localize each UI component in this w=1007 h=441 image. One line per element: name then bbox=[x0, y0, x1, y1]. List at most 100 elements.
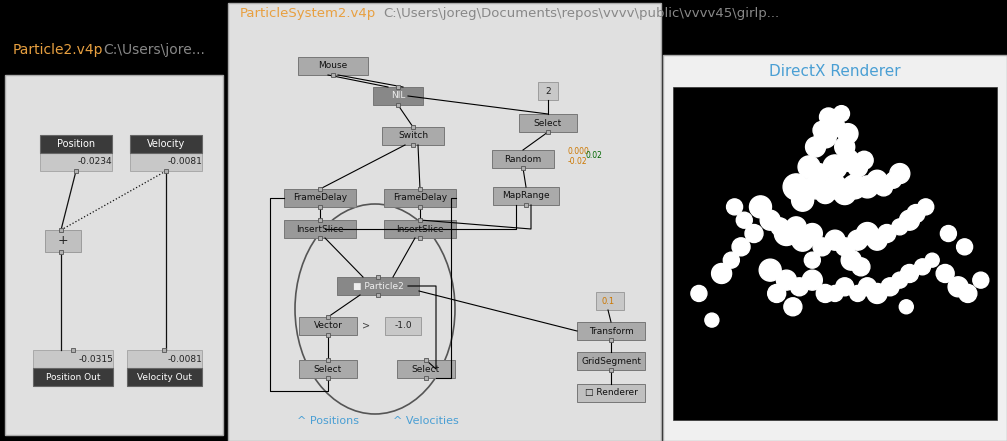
Circle shape bbox=[843, 175, 866, 199]
Circle shape bbox=[745, 224, 763, 243]
Circle shape bbox=[712, 263, 732, 284]
Text: NIL: NIL bbox=[391, 91, 405, 101]
Bar bbox=[40, 153, 112, 171]
Circle shape bbox=[767, 284, 785, 303]
Text: Position Out: Position Out bbox=[45, 373, 101, 381]
Circle shape bbox=[792, 189, 814, 211]
Bar bbox=[396, 85, 400, 89]
Text: Mouse: Mouse bbox=[318, 61, 347, 71]
Text: 0.000: 0.000 bbox=[568, 146, 590, 156]
Text: ^ Positions: ^ Positions bbox=[297, 416, 359, 426]
Circle shape bbox=[815, 126, 836, 148]
Bar bbox=[33, 350, 113, 368]
Circle shape bbox=[892, 219, 907, 235]
Text: -0.0315: -0.0315 bbox=[79, 355, 113, 363]
Circle shape bbox=[825, 230, 845, 250]
Text: Select: Select bbox=[412, 365, 440, 374]
Circle shape bbox=[823, 175, 847, 199]
Bar bbox=[299, 317, 357, 335]
Bar bbox=[33, 368, 113, 386]
Text: FrameDelay: FrameDelay bbox=[293, 194, 347, 202]
Circle shape bbox=[749, 196, 771, 218]
Bar bbox=[546, 130, 550, 134]
Text: 0.02: 0.02 bbox=[586, 150, 603, 160]
Circle shape bbox=[736, 212, 752, 228]
Circle shape bbox=[890, 164, 909, 183]
Bar bbox=[40, 135, 112, 153]
Text: 2: 2 bbox=[545, 86, 551, 96]
Circle shape bbox=[783, 174, 809, 200]
Circle shape bbox=[783, 298, 802, 316]
Bar bbox=[318, 205, 322, 209]
Text: Select: Select bbox=[534, 119, 562, 127]
Circle shape bbox=[760, 210, 780, 230]
Text: Vector: Vector bbox=[313, 321, 342, 330]
Bar bbox=[418, 236, 422, 240]
Bar bbox=[376, 293, 380, 297]
Text: □ Renderer: □ Renderer bbox=[584, 389, 637, 397]
Bar bbox=[59, 228, 63, 232]
Bar bbox=[71, 348, 75, 352]
Circle shape bbox=[732, 238, 750, 256]
Circle shape bbox=[759, 259, 781, 281]
Bar bbox=[418, 218, 422, 222]
Circle shape bbox=[806, 137, 826, 157]
Circle shape bbox=[835, 137, 855, 157]
Circle shape bbox=[855, 151, 873, 169]
Text: MapRange: MapRange bbox=[502, 191, 550, 201]
Bar bbox=[284, 220, 356, 238]
Bar bbox=[384, 220, 456, 238]
Text: InsertSlice: InsertSlice bbox=[296, 224, 343, 233]
Bar bbox=[609, 368, 613, 372]
Bar bbox=[492, 150, 554, 168]
Circle shape bbox=[848, 230, 868, 250]
Circle shape bbox=[776, 270, 797, 290]
Bar bbox=[524, 203, 528, 207]
Bar bbox=[418, 187, 422, 191]
Bar bbox=[376, 275, 380, 279]
Circle shape bbox=[973, 272, 989, 288]
Text: -0.02: -0.02 bbox=[568, 157, 588, 165]
Circle shape bbox=[899, 300, 913, 314]
Circle shape bbox=[771, 218, 788, 236]
Text: ■ Particle2: ■ Particle2 bbox=[352, 281, 404, 291]
Bar bbox=[385, 317, 421, 335]
Bar bbox=[299, 360, 357, 378]
Circle shape bbox=[834, 106, 850, 122]
Circle shape bbox=[867, 170, 887, 190]
Circle shape bbox=[867, 230, 887, 250]
Circle shape bbox=[837, 149, 859, 171]
Bar bbox=[331, 73, 335, 77]
Circle shape bbox=[805, 252, 821, 268]
Bar bbox=[411, 125, 415, 129]
Bar bbox=[326, 315, 330, 319]
Text: Switch: Switch bbox=[398, 131, 428, 141]
Circle shape bbox=[803, 224, 823, 243]
Bar bbox=[596, 292, 624, 310]
Text: -0.0081: -0.0081 bbox=[167, 157, 202, 167]
Bar bbox=[577, 322, 645, 340]
Bar bbox=[164, 169, 168, 173]
Circle shape bbox=[786, 217, 807, 237]
Circle shape bbox=[941, 225, 957, 242]
Bar bbox=[45, 230, 81, 252]
Bar bbox=[609, 338, 613, 342]
Circle shape bbox=[856, 223, 878, 244]
Circle shape bbox=[809, 164, 829, 183]
Circle shape bbox=[799, 156, 820, 178]
Circle shape bbox=[957, 239, 973, 255]
Circle shape bbox=[816, 183, 835, 204]
Circle shape bbox=[899, 210, 919, 230]
Circle shape bbox=[774, 221, 799, 246]
Circle shape bbox=[900, 265, 918, 283]
Bar bbox=[284, 189, 356, 207]
Bar bbox=[424, 376, 428, 380]
Bar bbox=[397, 360, 455, 378]
Circle shape bbox=[856, 176, 878, 198]
Text: Transform: Transform bbox=[589, 326, 633, 336]
Bar bbox=[318, 236, 322, 240]
Bar bbox=[127, 368, 202, 386]
Circle shape bbox=[885, 172, 901, 188]
Circle shape bbox=[825, 117, 845, 137]
Circle shape bbox=[827, 285, 843, 302]
